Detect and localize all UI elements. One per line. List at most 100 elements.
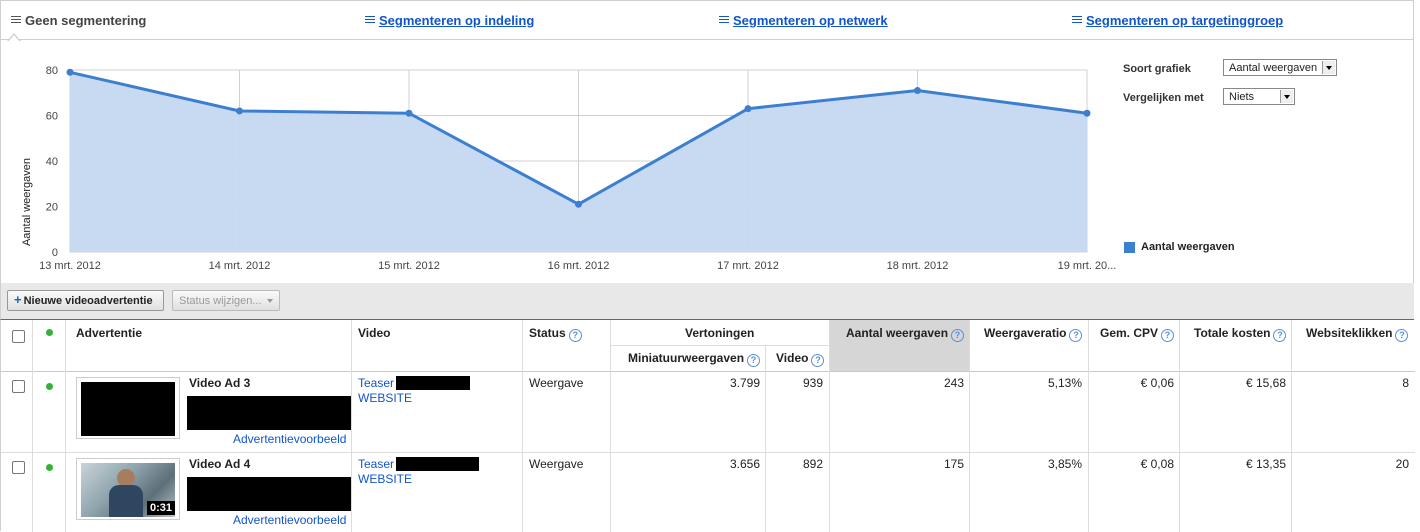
help-icon[interactable]: ? [1395, 329, 1409, 342]
x-tick-label: 17 mrt. 2012 [717, 260, 779, 272]
list-icon [11, 16, 21, 25]
ads-toolbar: + Nieuwe videoadvertentie Status wijzigen… [0, 283, 1414, 319]
legend-swatch [1124, 242, 1135, 253]
video-thumbnail[interactable]: 0:31 [76, 458, 180, 520]
x-tick-label: 18 mrt. 2012 [887, 260, 949, 272]
col-divider [1179, 320, 1180, 532]
views-value: 175 [943, 457, 964, 471]
header-avg-cpv[interactable]: Gem. CPV? [1100, 326, 1175, 342]
data-point [744, 105, 752, 113]
help-icon[interactable]: ? [1273, 329, 1287, 342]
help-icon[interactable]: ? [747, 354, 761, 367]
list-icon [365, 16, 375, 25]
status-dot-enabled [46, 383, 53, 390]
view-rate-value: 5,13% [1047, 376, 1082, 390]
data-point [1083, 109, 1091, 117]
redacted-thumbnail [81, 382, 175, 436]
header-total-cost[interactable]: Totale kosten? [1194, 326, 1287, 342]
tab-segment-by-targeting-group[interactable]: Segmenteren op targetinggroep [1072, 13, 1283, 28]
video-site-link[interactable]: WEBSITE [358, 391, 413, 405]
help-icon[interactable]: ? [568, 329, 582, 342]
view-rate-value: 3,85% [1047, 457, 1082, 471]
col-divider [32, 320, 33, 532]
col-divider [65, 320, 66, 532]
list-icon [719, 16, 729, 25]
header-video[interactable]: Video [358, 326, 391, 340]
col-divider [610, 320, 611, 532]
tab-segment-by-layout[interactable]: Segmenteren op indeling [365, 13, 534, 28]
data-point [66, 68, 74, 76]
y-axis-label: Aantal weergaven [21, 158, 33, 246]
segment-tabs: Geen segmentering Segmenteren op indelin… [0, 0, 1414, 42]
status-dot-enabled [46, 464, 53, 471]
col-divider [522, 320, 523, 532]
ad-status: Weergave [529, 457, 584, 471]
row-checkbox[interactable] [12, 380, 25, 393]
legend-label: Aantal weergaven [1141, 241, 1235, 253]
y-tick-label: 60 [46, 111, 58, 123]
x-tick-label: 13 mrt. 2012 [39, 260, 101, 272]
video-thumbnail[interactable] [76, 377, 180, 439]
col-divider [969, 320, 970, 532]
avg-cpv-value: € 0,08 [1140, 457, 1174, 471]
header-views[interactable]: Aantal weergaven? [846, 326, 965, 342]
header-status[interactable]: Status? [529, 326, 582, 342]
person-body [109, 485, 143, 517]
chart-panel: 0 20 40 60 80 13 mrt. 2012 14 mrt. 2012 15 mrt.… [0, 40, 1414, 283]
ad-preview-link[interactable]: Advertentievoorbeeld [233, 432, 347, 446]
header-impressions: Vertoningen [685, 326, 755, 340]
ad-name[interactable]: Video Ad 3 [189, 376, 251, 390]
tab-segment-by-network[interactable]: Segmenteren op netwerk [719, 13, 888, 28]
help-icon[interactable]: ? [951, 329, 965, 342]
tab-no-segmentation[interactable]: Geen segmentering [11, 13, 146, 28]
thumbnail-views-value: 3.799 [729, 376, 760, 390]
video-impressions-value: 892 [802, 457, 823, 471]
help-icon[interactable]: ? [1069, 329, 1083, 342]
views-value: 243 [943, 376, 964, 390]
ad-status: Weergave [529, 376, 584, 390]
chevron-down-icon [1322, 61, 1335, 74]
thumbnail-views-value: 3.656 [729, 457, 760, 471]
ad-name[interactable]: Video Ad 4 [189, 457, 251, 471]
x-tick-label: 15 mrt. 2012 [378, 260, 440, 272]
header-view-rate[interactable]: Weergaveratio? [984, 326, 1083, 342]
y-tick-label: 20 [46, 202, 58, 214]
series-area [70, 72, 1087, 253]
select-all-checkbox[interactable] [12, 330, 25, 343]
help-icon[interactable]: ? [811, 354, 825, 367]
video-duration-badge: 0:31 [146, 501, 175, 515]
new-video-ad-button[interactable]: + Nieuwe videoadvertentie [7, 290, 164, 311]
data-point [405, 109, 413, 117]
row-divider [1, 452, 1415, 453]
x-tick-label: 16 mrt. 2012 [548, 260, 610, 272]
total-cost-value: € 13,35 [1245, 457, 1286, 471]
redacted-ad-text [187, 477, 351, 511]
compare-select[interactable]: Niets [1223, 88, 1295, 105]
header-site-clicks[interactable]: Websiteklikken? [1306, 326, 1409, 342]
video-site-link[interactable]: WEBSITE [358, 472, 413, 486]
chart-type-select[interactable]: Aantal weergaven [1223, 59, 1337, 76]
video-title-link[interactable]: Teaser [358, 376, 395, 390]
col-divider [765, 345, 766, 532]
avg-cpv-value: € 0,06 [1140, 376, 1174, 390]
row-checkbox[interactable] [12, 461, 25, 474]
header-thumbnail-views[interactable]: Miniatuurweergaven? [628, 351, 761, 367]
data-point [914, 86, 921, 94]
sorted-column-header [830, 320, 969, 371]
col-divider [829, 320, 830, 532]
video-title-link[interactable]: Teaser [358, 457, 395, 471]
status-dot-header [46, 329, 53, 336]
change-status-button[interactable]: Status wijzigen... [172, 290, 280, 311]
y-tick-label: 0 [52, 247, 58, 259]
data-point [236, 107, 243, 115]
active-tab-indicator-inner [8, 35, 20, 42]
header-divider [610, 345, 829, 346]
ad-preview-link[interactable]: Advertentievoorbeeld [233, 513, 347, 527]
col-divider [351, 320, 352, 532]
header-ad[interactable]: Advertentie [76, 326, 143, 340]
header-bottom-border [1, 371, 1415, 372]
redacted-ad-text [187, 396, 351, 430]
header-video-impressions[interactable]: Video? [776, 351, 825, 367]
compare-label: Vergelijken met [1123, 92, 1204, 104]
help-icon[interactable]: ? [1161, 329, 1175, 342]
